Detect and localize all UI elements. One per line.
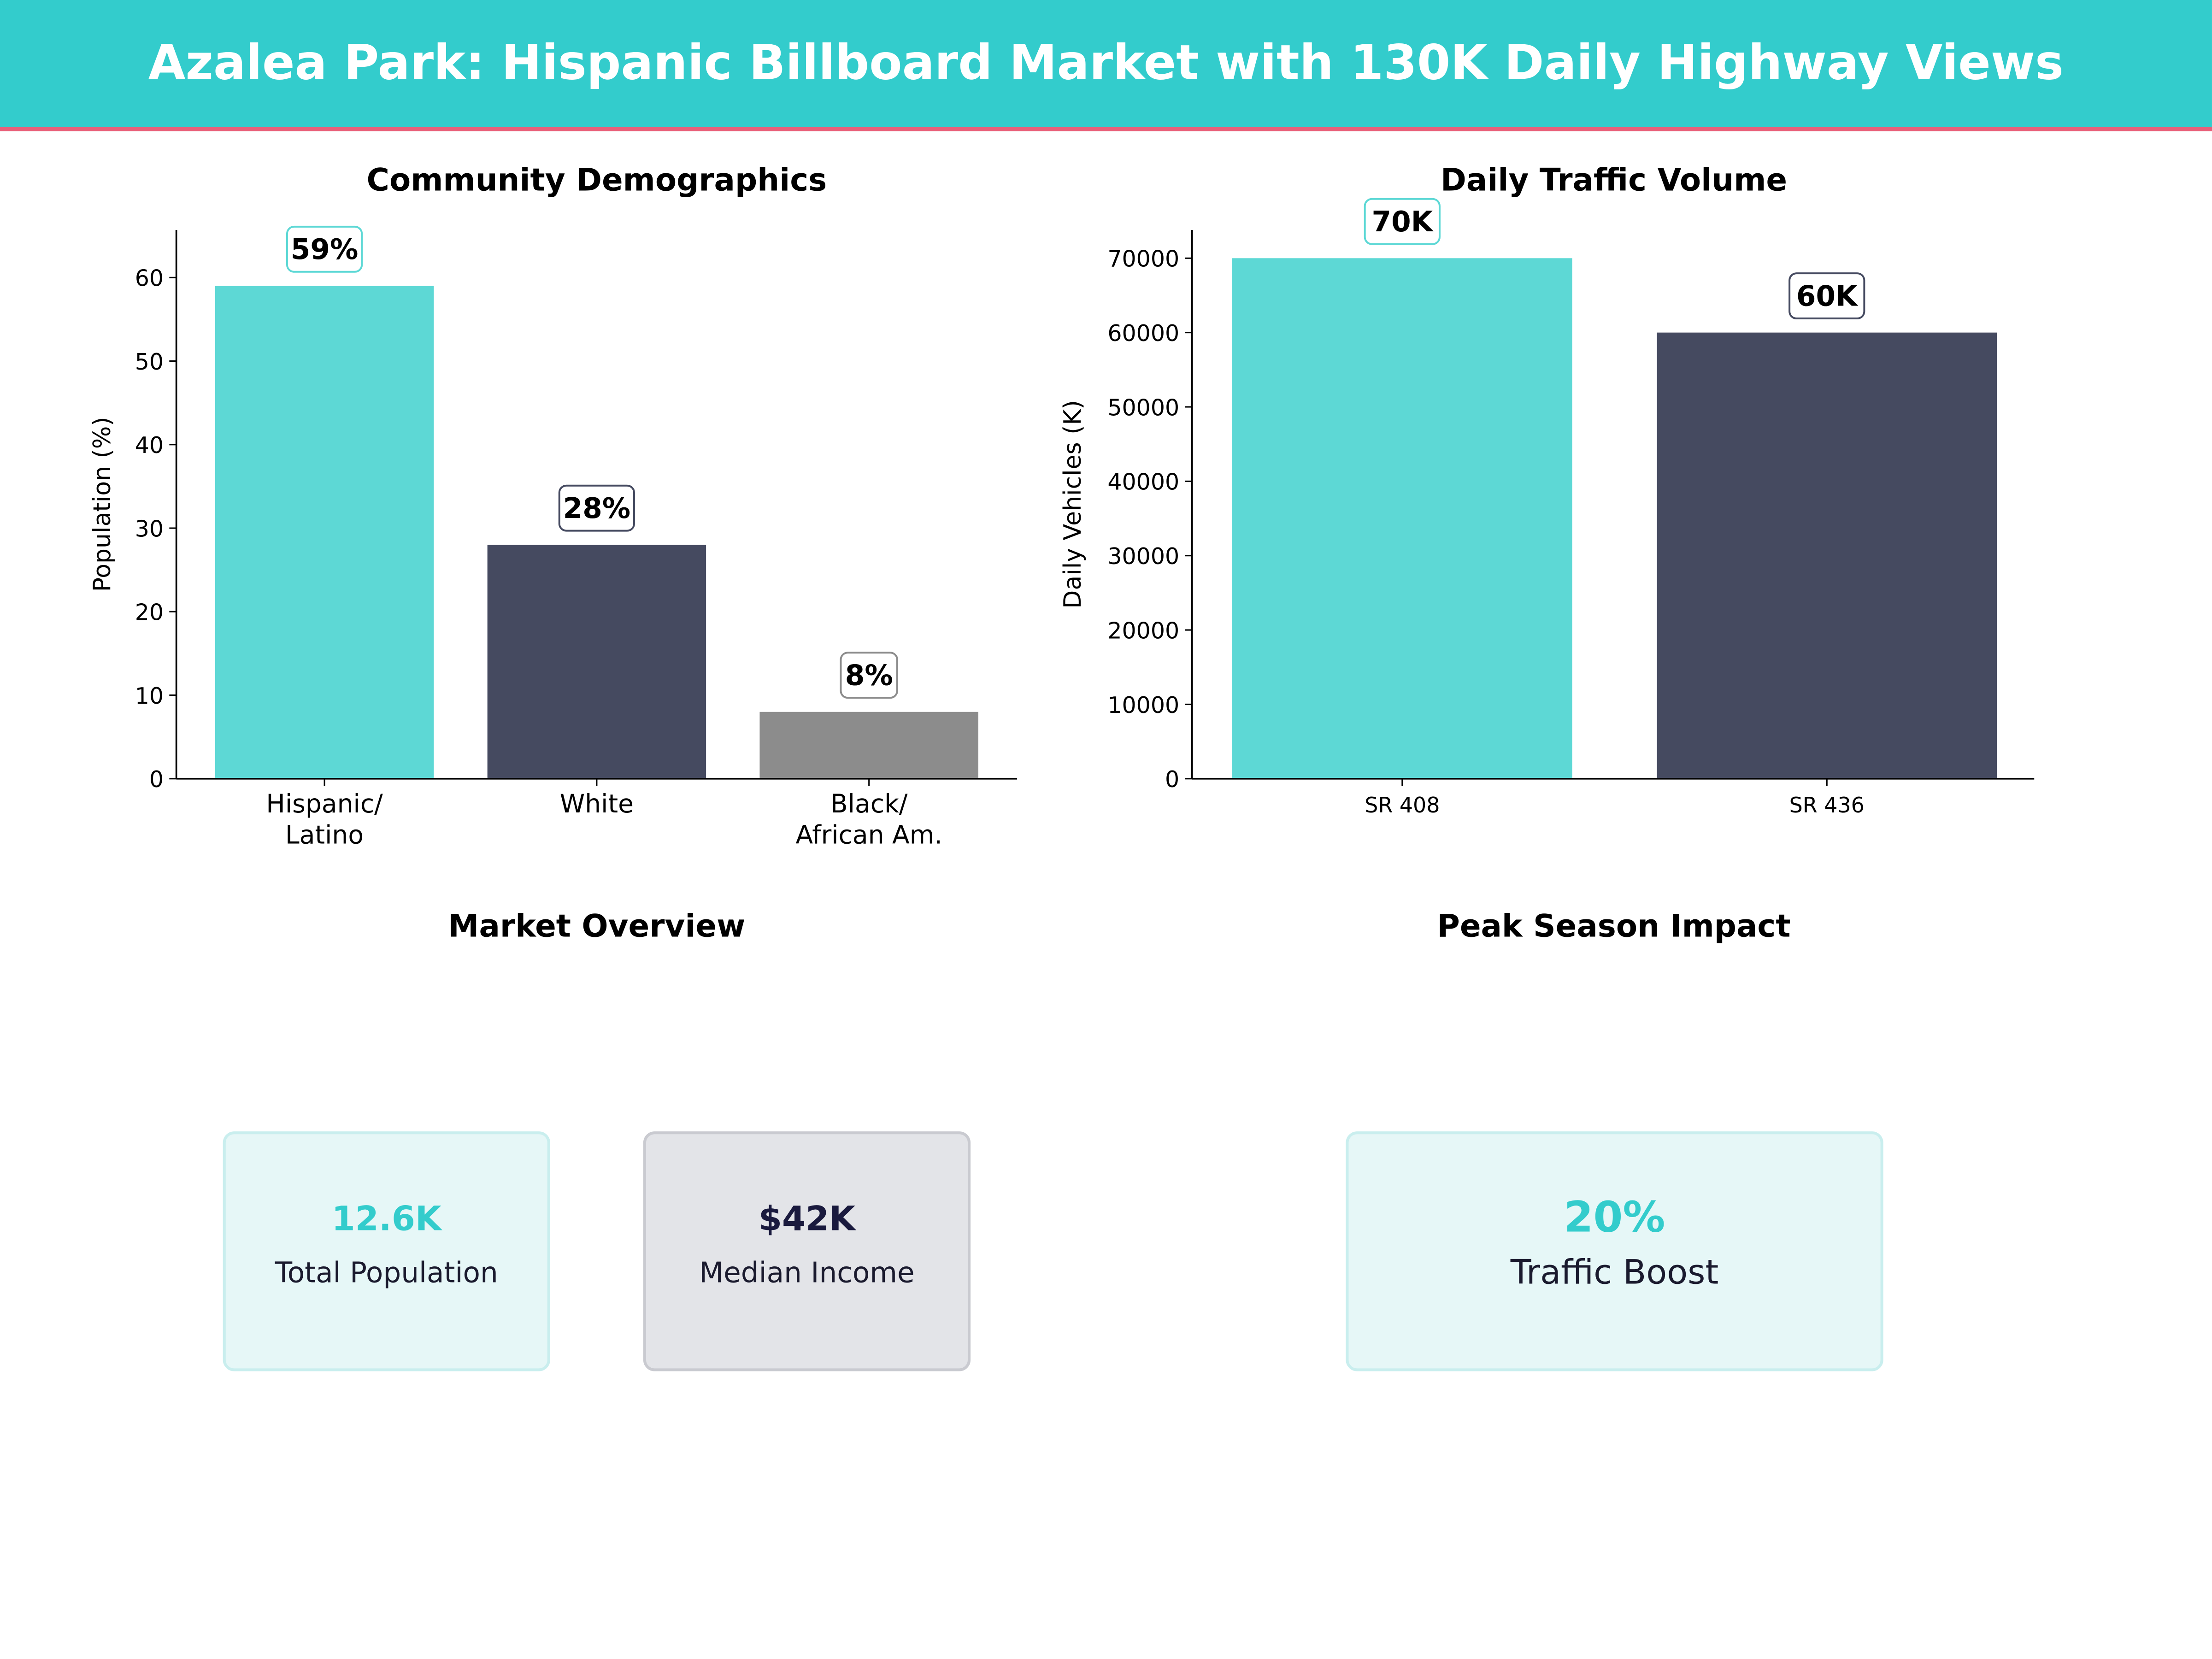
y-tick-label: 30000 (1107, 543, 1179, 570)
median-income-card: $42K Median Income (643, 1131, 971, 1371)
total-population-card: 12.6K Total Population (223, 1131, 550, 1371)
y-tick-label: 40000 (1107, 469, 1179, 495)
y-tick-label: 60000 (1107, 320, 1179, 347)
y-tick-label: 30 (135, 516, 164, 542)
total-population-label: Total Population (275, 1255, 498, 1289)
charts-svg: 59% Hispanic/Latino 28% White 8% Black/Africa… (88, 198, 2035, 850)
y-axis-label: Daily Vehicles (K) (1059, 400, 1087, 609)
x-tick-label: Hispanic/ (266, 789, 383, 818)
data-label: 59% (291, 233, 359, 266)
data-label-box (558, 484, 635, 532)
x-tick-label: White (560, 789, 634, 818)
median-income-value: $42K (758, 1199, 856, 1239)
market-overview-title: Market Overview (448, 910, 746, 946)
x-tick-label: Black/ (830, 789, 908, 818)
bar (1232, 258, 1572, 779)
y-tick-label: 40 (135, 432, 164, 459)
traffic-chart-title: Daily Traffic Volume (1440, 164, 1788, 199)
y-axis-label: Population (%) (88, 417, 116, 592)
data-label: 60K (1796, 280, 1859, 312)
x-tick-label: SR 436 (1789, 793, 1865, 818)
x-tick-label: Latino (285, 820, 364, 850)
total-population-value: 12.6K (331, 1199, 441, 1239)
traffic-boost-card: 20% Traffic Boost (1346, 1131, 1883, 1371)
data-label: 70K (1372, 206, 1434, 238)
y-tick-label: 50 (135, 349, 164, 375)
data-label-box (1364, 198, 1441, 245)
y-tick-label: 20 (135, 600, 164, 626)
data-label-box (840, 652, 898, 699)
y-tick-label: 0 (1165, 766, 1179, 793)
page-title: Azalea Park: Hispanic Billboard Market w… (148, 35, 2064, 92)
y-tick-label: 70000 (1107, 246, 1179, 272)
y-tick-label: 10 (135, 683, 164, 709)
median-income-label: Median Income (699, 1255, 915, 1289)
bar (759, 712, 978, 779)
data-label: 28% (563, 492, 631, 525)
data-label: 8% (845, 659, 893, 692)
demographics-chart-title: Community Demographics (366, 164, 827, 199)
traffic-boost-value: 20% (1564, 1193, 1665, 1243)
y-tick-label: 10000 (1107, 692, 1179, 718)
y-tick-label: 50000 (1107, 394, 1179, 421)
data-label-box (1788, 272, 1865, 320)
bar (487, 545, 706, 779)
traffic-boost-label: Traffic Boost (1510, 1253, 1719, 1293)
header-banner: Azalea Park: Hispanic Billboard Market w… (0, 0, 2212, 131)
y-tick-label: 60 (135, 265, 164, 292)
data-label-box (286, 225, 363, 273)
y-tick-label: 20000 (1107, 618, 1179, 644)
x-tick-label: African Am. (795, 820, 942, 850)
peak-season-title: Peak Season Impact (1437, 910, 1791, 946)
bar (1657, 332, 1997, 779)
y-tick-label: 0 (149, 766, 164, 793)
bar (215, 286, 434, 779)
x-tick-label: SR 408 (1365, 793, 1440, 818)
